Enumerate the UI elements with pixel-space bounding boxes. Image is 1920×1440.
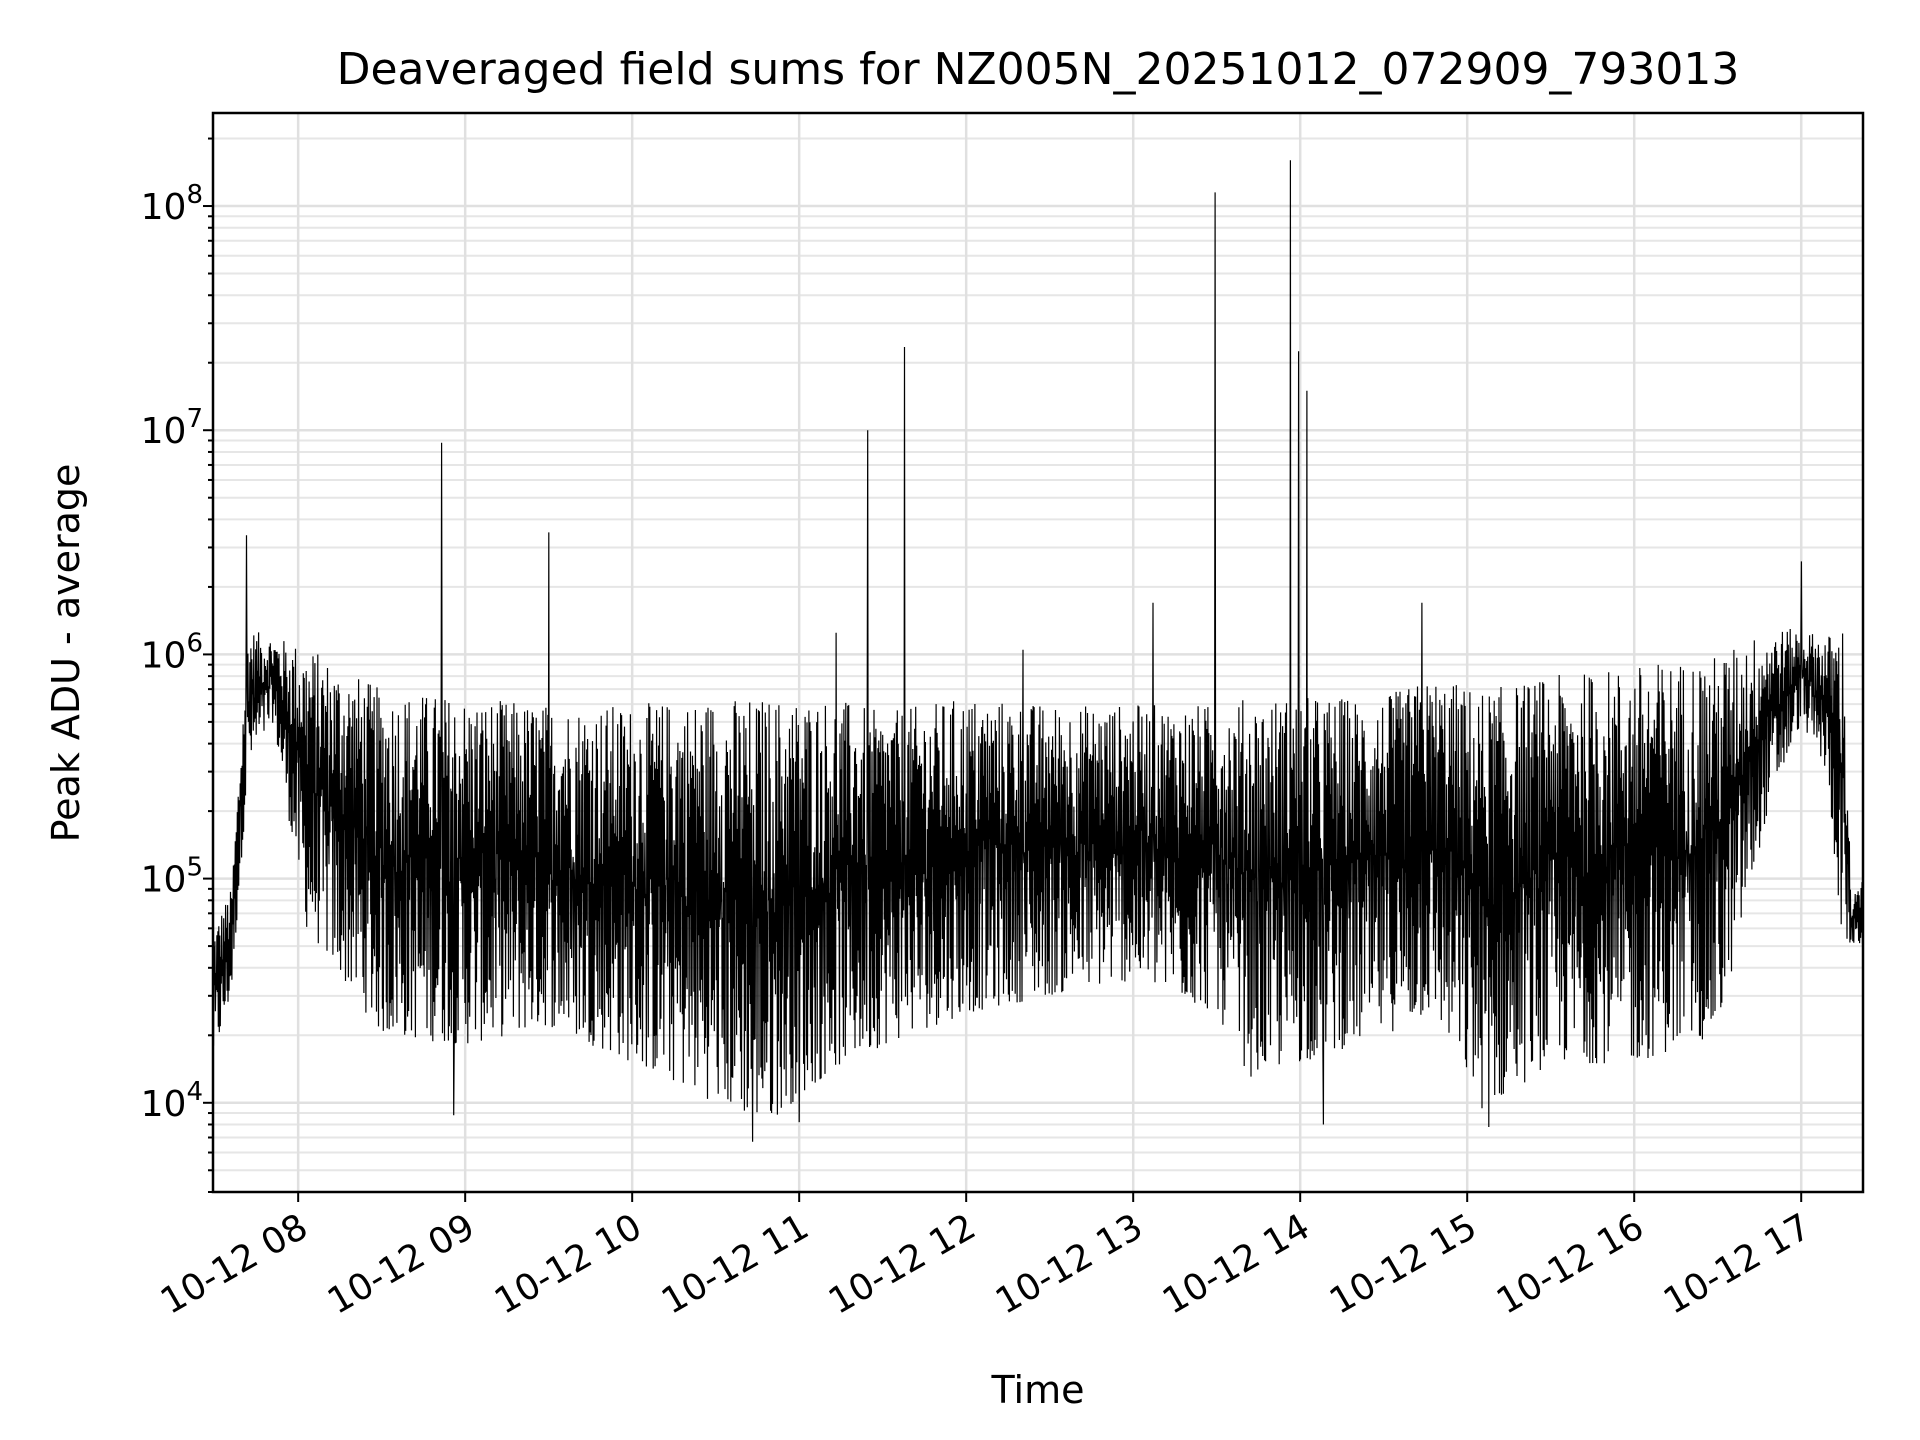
y-axis-label: Peak ADU - average	[44, 464, 88, 843]
data-series	[212, 160, 1864, 1142]
y-tick-exponent: 8	[186, 180, 203, 210]
y-tick-label: 104	[141, 1077, 203, 1125]
y-tick-label: 108	[141, 180, 203, 228]
y-tick-label: 107	[141, 404, 203, 452]
y-tick-base: 10	[141, 635, 187, 676]
y-tick-exponent: 6	[186, 628, 203, 658]
axis-ticks	[203, 137, 1803, 1202]
y-tick-base: 10	[141, 1084, 187, 1125]
y-tick-exponent: 5	[186, 853, 203, 883]
plot-frame	[211, 111, 1865, 1194]
y-tick-base: 10	[141, 187, 187, 228]
chart-title: Deaveraged field sums for NZ005N_2025101…	[337, 44, 1740, 95]
y-tick-exponent: 4	[186, 1077, 203, 1107]
y-tick-label: 105	[141, 853, 203, 901]
y-tick-base: 10	[141, 411, 187, 452]
series-line	[212, 160, 1864, 1142]
y-tick-exponent: 7	[186, 404, 203, 434]
x-axis-label: Time	[991, 1368, 1085, 1412]
y-tick-label: 106	[141, 628, 203, 676]
y-tick-base: 10	[141, 860, 187, 901]
